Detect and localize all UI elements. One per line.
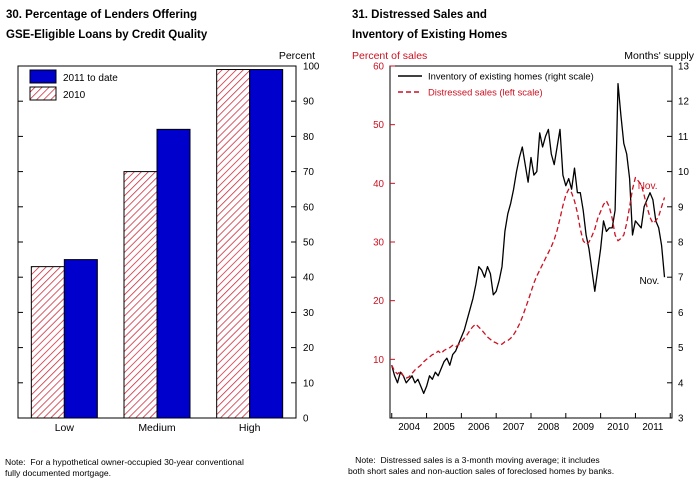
right-y-tick-label: 9 <box>678 202 683 213</box>
left-y-tick-label: 40 <box>373 179 384 190</box>
left-y-tick-label: 50 <box>373 120 384 131</box>
left-y-tick-label: 10 <box>373 355 384 366</box>
right-y-tick-label: 3 <box>678 414 684 425</box>
bar-2010-high <box>216 69 251 419</box>
figure-30-title: 30. Percentage of Lenders Offering GSE-E… <box>6 6 207 45</box>
x-year-label: 2008 <box>538 422 560 433</box>
x-category-label: Medium <box>138 422 176 434</box>
y-tick-label: 20 <box>303 343 314 354</box>
left-y-tick-label: 30 <box>373 238 384 249</box>
y-tick-label: 50 <box>303 238 314 249</box>
left-y-tick-label: 20 <box>373 296 384 307</box>
right-y-tick-label: 8 <box>678 238 684 249</box>
y-tick-label: 90 <box>303 97 314 108</box>
legend-label-2010: 2010 <box>63 90 86 101</box>
x-year-label: 2006 <box>468 422 490 433</box>
figure-31-panel: 31. Distressed Sales and Inventory of Ex… <box>338 0 700 497</box>
plot-frame <box>389 65 673 419</box>
figure-31-note: Note: Distressed sales is a 3-month movi… <box>348 455 615 477</box>
inventory-line <box>391 82 666 395</box>
distressed-line <box>391 176 666 379</box>
x-year-label: 2009 <box>572 422 594 433</box>
right-y-tick-label: 11 <box>678 132 688 143</box>
x-year-label: 2010 <box>607 422 629 433</box>
left-y-tick-label: 60 <box>373 62 384 73</box>
figure-30-note: Note: For a hypothetical owner-occupied … <box>5 457 244 479</box>
right-y-tick-label: 5 <box>678 343 684 354</box>
right-y-tick-label: 7 <box>678 273 683 284</box>
right-y-tick-label: 13 <box>678 62 689 73</box>
annotation-right-series: Nov. <box>639 276 659 287</box>
x-year-label: 2007 <box>503 422 525 433</box>
y-tick-label: 10 <box>303 378 314 389</box>
right-y-tick-label: 6 <box>678 308 684 319</box>
figure-31-left-axis-label: Percent of sales <box>352 50 428 62</box>
figure-30-bar-chart: 0 10 20 30 40 50 60 70 80 90 100 Low Medium High 2011 … <box>17 62 320 434</box>
right-y-tick-label: 12 <box>678 97 689 108</box>
legend-swatch-2011 <box>29 69 57 84</box>
y-tick-label: 0 <box>303 414 309 425</box>
annotation-left-series: Nov. <box>638 181 658 192</box>
legend-label-2011: 2011 to date <box>63 73 118 84</box>
figure-31-notes: Note: Distressed sales is a 3-month movi… <box>348 434 700 497</box>
y-tick-label: 80 <box>303 132 314 143</box>
y-tick-label: 40 <box>303 273 314 284</box>
bar-2011-high <box>249 69 284 419</box>
figure-30-unit-label: Percent <box>278 50 315 62</box>
x-year-label: 2004 <box>398 422 420 433</box>
y-tick-label: 60 <box>303 202 314 213</box>
figure-31-line-chart: 10 20 30 40 50 60 3 4 5 6 7 8 9 10 11 12 13 2004 2005 2006 2… <box>373 62 689 434</box>
figure-31-title-line1: 31. Distressed Sales and <box>352 9 487 21</box>
bar-2011-low <box>63 259 98 419</box>
figure-30-title-line2: GSE-Eligible Loans by Credit Quality <box>6 28 208 41</box>
figure-30-notes: Note: For a hypothetical owner-occupied … <box>5 436 333 497</box>
figure-31-title-line2: Inventory of Existing Homes <box>352 28 508 41</box>
legend-swatch-2010 <box>29 86 57 101</box>
bar-2011-medium <box>156 128 191 419</box>
figure-30-title-line1: 30. Percentage of Lenders Offering <box>6 9 198 21</box>
figure-31-title: 31. Distressed Sales and Inventory of Ex… <box>352 6 507 45</box>
right-y-tick-label: 4 <box>678 378 684 389</box>
x-category-label: Low <box>55 422 75 434</box>
y-tick-label: 70 <box>303 167 314 178</box>
y-tick-label: 100 <box>303 62 320 73</box>
y-tick-label: 30 <box>303 308 314 319</box>
bar-2010-medium <box>123 171 158 419</box>
legend-label-distressed: Distressed sales (left scale) <box>428 87 543 98</box>
x-category-label: High <box>239 422 261 434</box>
x-year-label: 2005 <box>433 422 455 433</box>
x-year-label: 2011 <box>642 422 663 433</box>
bar-2010-low <box>30 266 65 419</box>
figure-30-panel: 30. Percentage of Lenders Offering GSE-E… <box>0 0 335 497</box>
right-y-tick-label: 10 <box>678 167 689 178</box>
legend-label-inventory: Inventory of existing homes (right scale… <box>428 71 594 82</box>
figure-31-right-axis-label: Months' supply <box>624 50 694 62</box>
